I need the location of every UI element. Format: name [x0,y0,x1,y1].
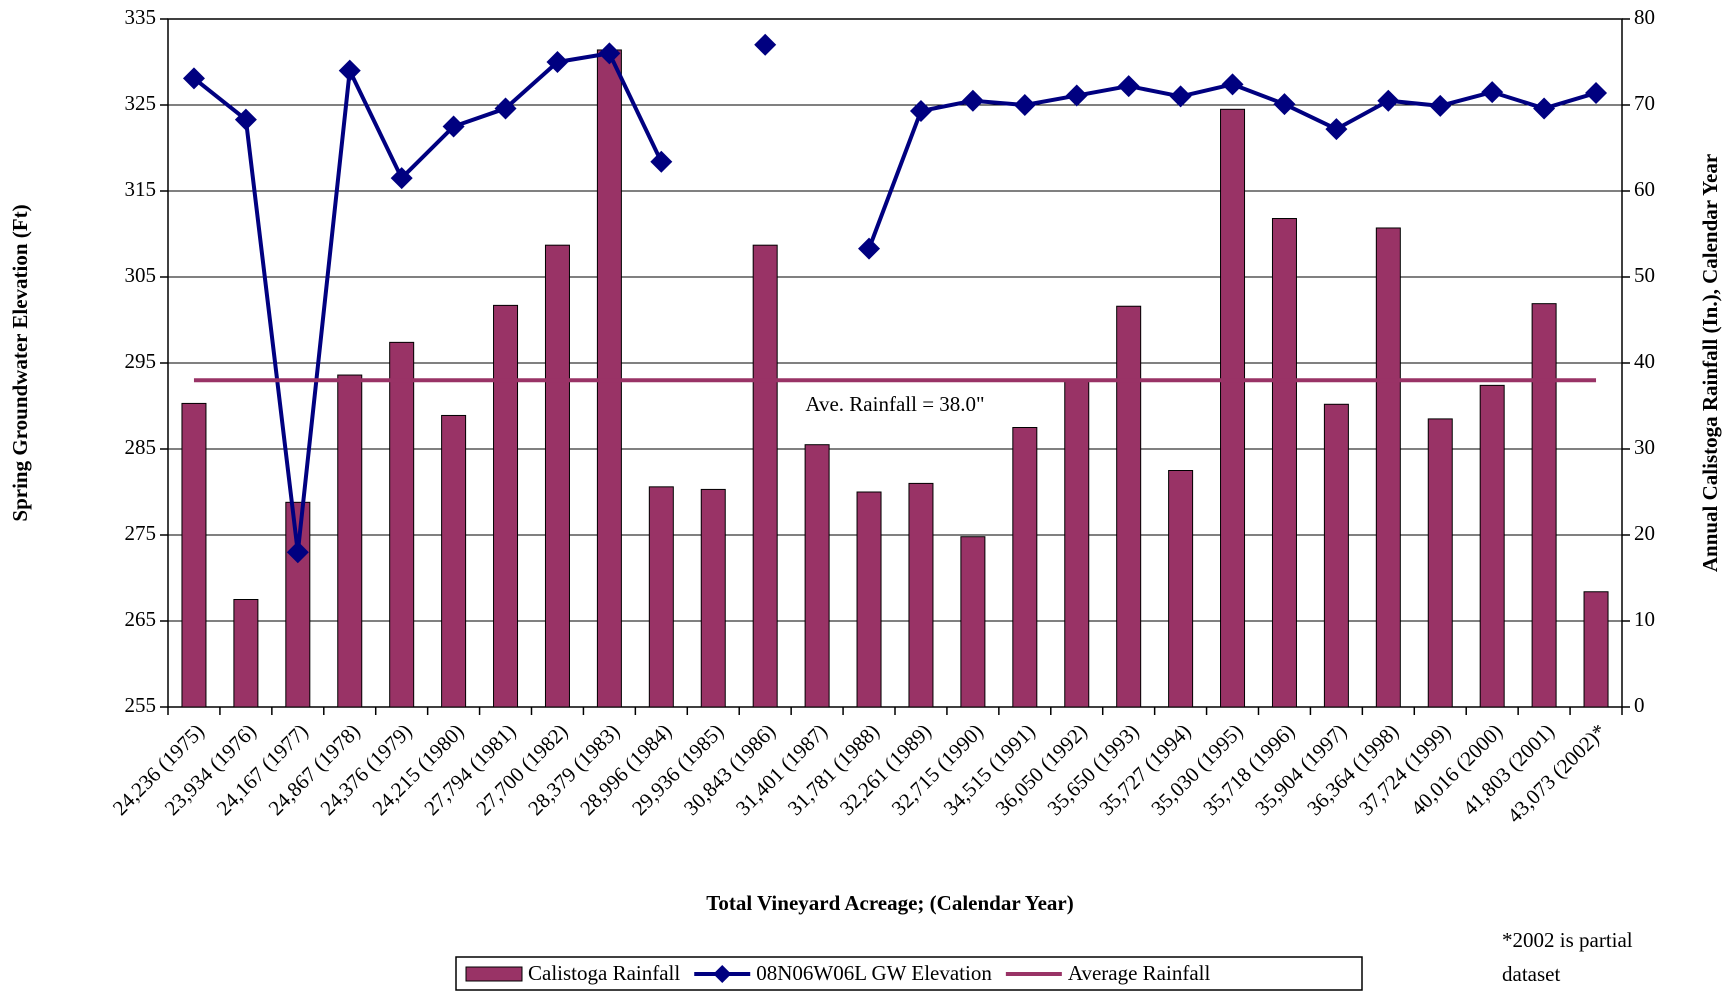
y-tick-label: 275 [125,521,157,545]
bar [1012,427,1038,708]
marker [442,115,465,138]
y2-axis-title: Annual Calistoga Rainfall (In.), Calenda… [1698,154,1722,572]
marker [1065,84,1088,107]
legend-box [455,956,1363,991]
bar [233,599,259,708]
y-tick-label: 285 [125,435,157,459]
y2-tick-label: 40 [1634,349,1655,373]
legend-marker [713,965,732,983]
marker [1013,94,1036,116]
y-tick-label: 315 [125,177,157,201]
x-axis-title: Total Vineyard Acreage; (Calendar Year) [706,891,1073,915]
bar [1220,108,1246,708]
marker [1481,81,1504,104]
marker [286,541,309,564]
y-tick-label: 325 [125,91,157,115]
y-tick-label: 295 [125,349,157,373]
bar [700,488,726,708]
bar [1427,418,1453,708]
y2-tick-label: 30 [1634,435,1655,459]
bar [1116,305,1142,708]
marker [858,237,881,260]
bar [856,491,882,708]
bar [960,536,986,708]
marker [494,97,517,120]
bar [1323,403,1349,708]
bar [544,244,570,708]
line [192,51,664,555]
marker [1585,81,1608,104]
marker [1273,93,1296,116]
marker [650,150,673,173]
bar [1271,218,1297,708]
bar [441,414,467,708]
bar [648,486,674,708]
marker [1117,75,1140,98]
y-tick-label: 305 [125,263,157,287]
footnote: *2002 is partial [1502,928,1633,952]
bar [1531,303,1557,708]
legend-label: Calistoga Rainfall [528,961,680,985]
y-axis-title: Spring Groundwater Elevation (Ft) [8,204,32,521]
y-tick-label: 335 [125,5,157,29]
bar [181,402,207,708]
marker [754,33,777,56]
marker [598,42,621,65]
bar [1064,380,1090,708]
marker [234,108,257,131]
y2-tick-label: 10 [1634,607,1655,631]
y2-tick-label: 70 [1634,91,1655,115]
legend-label: Average Rainfall [1068,961,1211,985]
marker [182,67,205,90]
marker [1429,94,1452,117]
legend-label: 08N06W06L GW Elevation [756,961,992,985]
bar [337,374,363,708]
bar [752,244,778,708]
y2-tick-label: 80 [1634,5,1655,29]
marker [338,59,361,82]
bar [1375,227,1401,708]
marker [961,89,984,112]
y-tick-label: 265 [125,607,157,631]
bar [908,482,934,708]
footnote: dataset [1502,962,1560,986]
marker [1533,97,1556,120]
bar [389,341,415,708]
marker [1325,118,1348,141]
y2-tick-label: 50 [1634,263,1655,287]
marker [546,51,569,73]
y2-tick-label: 60 [1634,177,1655,201]
marker [1169,85,1192,108]
bar [1479,384,1505,708]
legend-swatch [465,966,523,982]
marker [1377,89,1400,112]
annotation: Ave. Rainfall = 38.0" [805,392,984,416]
bar [285,501,311,708]
marker [390,167,413,190]
y2-tick-label: 0 [1634,693,1645,717]
bar [804,444,830,708]
bar [1583,591,1609,708]
marker [1221,73,1244,96]
bar [493,304,519,708]
bar [1168,470,1194,708]
y2-tick-label: 20 [1634,521,1655,545]
marker [909,100,932,123]
y-tick-label: 255 [125,693,157,717]
